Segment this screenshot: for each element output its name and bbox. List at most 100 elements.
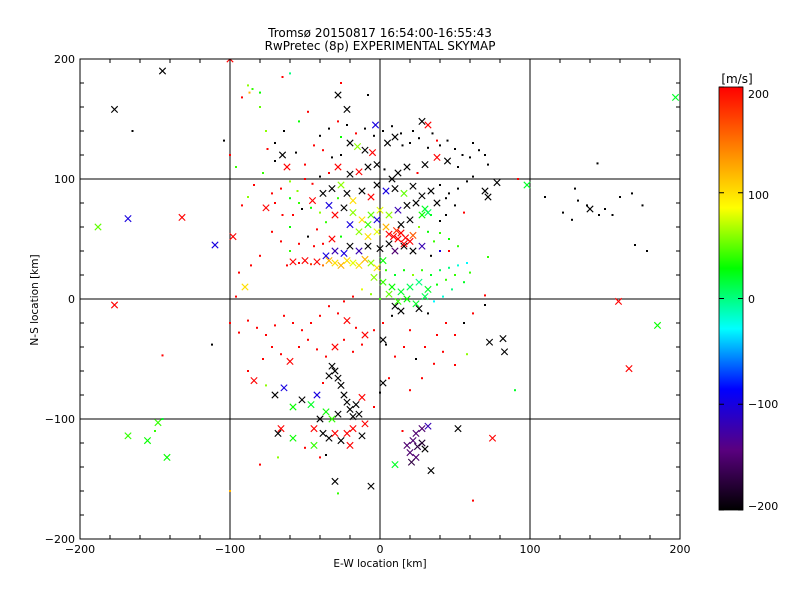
data-point-cross bbox=[226, 59, 234, 63]
data-point-cross bbox=[385, 240, 393, 248]
data-point-cross bbox=[271, 391, 279, 399]
data-point-cross bbox=[367, 193, 375, 201]
data-point-cross bbox=[407, 458, 416, 466]
data-point-dot bbox=[448, 192, 450, 195]
data-point-dot bbox=[337, 120, 339, 123]
data-point-dot bbox=[454, 334, 456, 336]
data-point-cross bbox=[361, 420, 369, 428]
data-point-dot bbox=[289, 226, 291, 228]
data-point-dot bbox=[337, 492, 339, 495]
data-point-dot bbox=[415, 358, 417, 360]
data-point-cross bbox=[418, 192, 426, 200]
data-point-dot bbox=[394, 274, 396, 276]
data-point-dot bbox=[307, 235, 309, 238]
data-point-cross bbox=[289, 258, 297, 266]
data-point-dot bbox=[328, 305, 330, 308]
data-point-dot bbox=[409, 329, 411, 332]
data-point-cross bbox=[443, 157, 452, 165]
data-point-dot bbox=[251, 88, 254, 90]
data-point-cross bbox=[355, 168, 363, 176]
data-point-cross bbox=[424, 422, 432, 430]
data-point-cross bbox=[358, 216, 366, 224]
data-point-cross bbox=[364, 233, 372, 241]
data-point-dot bbox=[292, 214, 294, 216]
data-point-dot bbox=[469, 271, 471, 274]
data-point-cross bbox=[368, 149, 377, 157]
data-point-cross bbox=[346, 139, 354, 147]
data-point-cross bbox=[343, 317, 351, 325]
data-point-dot bbox=[439, 232, 441, 234]
data-point-cross bbox=[289, 434, 297, 442]
data-point-cross bbox=[343, 189, 351, 197]
data-point-cross bbox=[361, 146, 369, 154]
data-point-cross bbox=[229, 233, 237, 241]
data-point-dot bbox=[250, 264, 252, 267]
data-point-cross bbox=[424, 121, 432, 129]
data-point-cross bbox=[394, 206, 402, 214]
data-point-dot bbox=[289, 250, 291, 252]
data-point-dot bbox=[211, 343, 213, 346]
data-point-cross bbox=[328, 415, 336, 423]
data-point-cross bbox=[391, 133, 399, 141]
data-point-dot bbox=[229, 490, 231, 492]
data-point-cross bbox=[586, 205, 594, 213]
data-point-dot bbox=[235, 166, 237, 168]
data-point-dot bbox=[340, 154, 342, 156]
data-point-cross bbox=[340, 391, 348, 399]
data-point-dot bbox=[478, 149, 480, 152]
data-point-dot bbox=[517, 178, 519, 180]
data-point-cross bbox=[388, 175, 396, 183]
data-point-dot bbox=[337, 312, 339, 315]
data-point-cross bbox=[418, 425, 426, 433]
data-point-cross bbox=[373, 181, 381, 189]
data-point-dot bbox=[307, 110, 309, 113]
data-point-cross bbox=[412, 429, 420, 437]
data-point-cross bbox=[328, 185, 336, 193]
data-point-cross bbox=[322, 252, 330, 260]
data-point-cross bbox=[154, 419, 162, 427]
data-point-dot bbox=[418, 226, 420, 228]
data-point-cross bbox=[331, 211, 339, 219]
data-point-dot bbox=[427, 146, 429, 149]
data-point-dot bbox=[394, 355, 396, 358]
data-point-cross bbox=[331, 429, 339, 437]
data-point-dot bbox=[319, 314, 321, 317]
data-point-cross bbox=[523, 181, 531, 189]
data-point-dot bbox=[472, 142, 474, 144]
data-point-cross bbox=[211, 241, 219, 249]
data-point-cross bbox=[358, 187, 366, 195]
y-tick-label: 200 bbox=[54, 53, 75, 66]
data-point-cross bbox=[334, 374, 342, 382]
data-point-cross bbox=[298, 396, 306, 404]
data-point-cross bbox=[316, 415, 324, 423]
data-point-dot bbox=[304, 446, 306, 449]
data-point-dot bbox=[298, 120, 300, 123]
data-point-dot bbox=[238, 331, 240, 334]
data-point-cross bbox=[331, 259, 339, 267]
data-point-dot bbox=[611, 214, 614, 216]
data-point-dot bbox=[619, 196, 621, 198]
data-point-dot bbox=[259, 463, 261, 466]
data-point-dot bbox=[301, 208, 303, 210]
data-point-cross bbox=[364, 163, 372, 171]
data-point-cross bbox=[500, 348, 509, 356]
data-point-cross bbox=[110, 301, 119, 309]
data-point-cross bbox=[278, 151, 287, 159]
chart-title-line-2: RwPretec (8p) EXPERIMENTAL SKYMAP bbox=[265, 39, 496, 53]
data-point-dot bbox=[289, 72, 291, 75]
data-point-cross bbox=[403, 201, 411, 209]
x-axis-label: E-W location [km] bbox=[333, 558, 426, 570]
data-point-dot bbox=[424, 346, 426, 348]
data-point-cross bbox=[277, 425, 285, 433]
data-point-cross bbox=[373, 264, 381, 272]
x-tick-label: −100 bbox=[215, 543, 245, 556]
data-point-dot bbox=[472, 312, 474, 315]
data-point-cross bbox=[413, 443, 422, 451]
data-point-dot bbox=[322, 382, 324, 384]
data-point-cross bbox=[499, 335, 507, 343]
data-point-dot bbox=[370, 293, 372, 296]
data-point-dot bbox=[307, 338, 309, 341]
data-point-dot bbox=[448, 250, 450, 252]
axis-ticks bbox=[79, 58, 681, 540]
data-point-cross bbox=[625, 365, 633, 373]
